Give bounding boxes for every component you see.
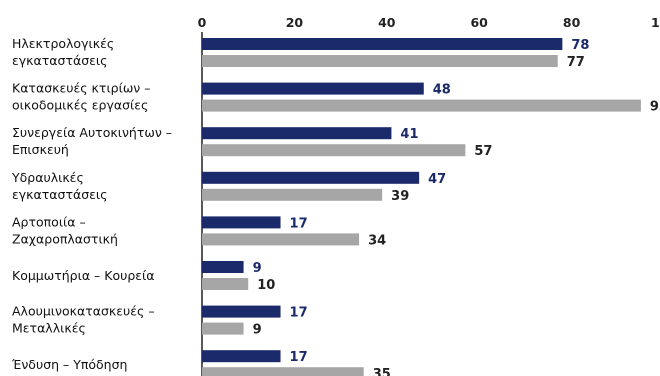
category-label: Συνεργεία Αυτοκινήτων – Επισκευή (12, 125, 172, 157)
data-label: 10 (257, 278, 275, 293)
bar-series-2 (202, 322, 244, 335)
bar-series-2 (202, 233, 360, 246)
category-row: Υδραυλικές εγκαταστάσεις 47 39 (11, 170, 446, 204)
x-axis-ticks: 020406080100120 (198, 15, 660, 30)
category-row: Αλουμινοκατασκευές – Μεταλλικές 17 9 (12, 304, 308, 338)
data-label: 39 (391, 189, 409, 204)
category-row: Συνεργεία Αυτοκινήτων – Επισκευή 41 57 (12, 125, 492, 159)
category-label: Ένδυση – Υπόδηση (11, 357, 127, 372)
data-label: 48 (433, 83, 451, 98)
data-label: 47 (428, 172, 446, 187)
category-label: Ηλεκτρολογικές εγκαταστάσεις (12, 36, 114, 68)
x-tick-label: 0 (198, 15, 207, 30)
data-label: 35 (373, 367, 391, 376)
bar-series-2 (202, 99, 641, 112)
x-tick-label: 100 (651, 15, 660, 30)
bar-series-1 (202, 261, 244, 273)
category-row: Κομμωτήρια – Κουρεία 9 10 (12, 261, 275, 293)
category-row: Ηλεκτρολογικές εγκαταστάσεις 78 77 (12, 36, 589, 70)
data-label: 78 (571, 38, 589, 53)
bar-series-1 (202, 82, 424, 95)
bar-series-1 (202, 350, 281, 363)
data-label: 41 (400, 127, 418, 142)
bar-series-2 (202, 278, 249, 290)
bar-series-1 (202, 171, 420, 184)
bar-series-2 (202, 188, 383, 201)
category-row: Αρτοποιία – Ζαχαροπλαστική 17 34 (12, 214, 386, 248)
category-label: Αρτοποιία – Ζαχαροπλαστική (12, 214, 118, 246)
bar-rows: Ηλεκτρολογικές εγκαταστάσεις 78 77 Κατασκευέ… (11, 36, 660, 376)
category-row: Κατασκευές κτιρίων – οικοδομικές εργασίες… (12, 81, 660, 115)
category-label: Κατασκευές κτιρίων – οικοδομικές εργασίες (12, 81, 151, 113)
x-tick-label: 40 (378, 15, 396, 30)
bar-series-1 (202, 216, 281, 229)
bar-series-1 (202, 127, 392, 140)
data-label: 95 (650, 100, 660, 115)
bar-series-1 (202, 38, 563, 50)
x-tick-label: 80 (563, 15, 581, 30)
bar-series-1 (202, 305, 281, 318)
data-label: 17 (290, 216, 308, 231)
data-label: 34 (368, 233, 386, 248)
data-label: 57 (474, 144, 492, 159)
data-label: 17 (290, 350, 308, 365)
category-label: Κομμωτήρια – Κουρεία (12, 268, 155, 283)
bar-series-2 (202, 55, 558, 67)
x-tick-label: 60 (470, 15, 488, 30)
data-label: 17 (290, 306, 308, 321)
category-row: Ένδυση – Υπόδηση 17 35 (11, 350, 391, 376)
data-label: 9 (253, 261, 262, 276)
category-label: Υδραυλικές εγκαταστάσεις (11, 170, 107, 202)
x-tick-label: 20 (286, 15, 304, 30)
bar-series-2 (202, 367, 364, 376)
category-label: Αλουμινοκατασκευές – Μεταλλικές (12, 304, 155, 336)
data-label: 77 (567, 55, 585, 70)
data-label: 9 (253, 323, 262, 338)
bar-series-2 (202, 144, 466, 157)
